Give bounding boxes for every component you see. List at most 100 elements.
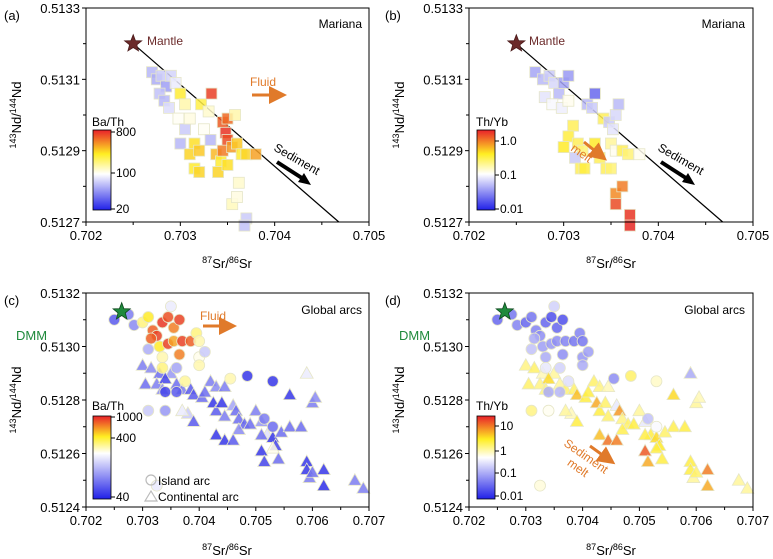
- data-point: [174, 137, 187, 150]
- data-point-island-arc: [258, 412, 271, 425]
- x-tick-label: 0.703: [126, 513, 159, 528]
- data-point: [212, 166, 224, 178]
- data-point-island-arc: [539, 361, 552, 374]
- x-axis-label: 87Sr/86Sr: [586, 255, 636, 271]
- annotation-fluid: Fluid: [250, 75, 276, 89]
- colorbar-tick: 400: [116, 431, 136, 445]
- colorbar: Ba/Th 800 100 20: [92, 115, 136, 216]
- data-point: [174, 87, 187, 100]
- data-point-continental-arc: [158, 371, 173, 385]
- data-point-continental-arc: [265, 440, 280, 454]
- data-point: [172, 112, 185, 125]
- data-point-island-arc: [542, 404, 555, 417]
- data-point-island-arc: [170, 386, 183, 398]
- y-tick-label: 0.5129: [40, 144, 80, 159]
- data-point: [567, 119, 580, 132]
- data-point-island-arc: [142, 404, 155, 417]
- data-point-island-arc: [542, 386, 555, 398]
- data-point-island-arc: [156, 361, 169, 374]
- y-axis-label: 143Nd/144Nd: [391, 367, 407, 434]
- data-point: [193, 144, 206, 157]
- data-point: [578, 162, 591, 175]
- axis-ticks: 0.702 0.703 0.704 0.705 0.5127 0.5129 0.5131 0.…: [423, 1, 769, 243]
- panel-label: (c): [4, 293, 19, 308]
- data-point-island-arc: [650, 420, 663, 433]
- data-point-continental-arc: [637, 443, 653, 457]
- colorbar-tick: 1: [500, 444, 507, 458]
- data-point: [232, 176, 245, 189]
- data-point-continental-arc: [683, 365, 698, 379]
- colorbar: Th/Yb 1.0 0.1 0.01: [476, 115, 524, 216]
- x-tick-label: 0.702: [453, 228, 486, 243]
- data-point-continental-arc: [135, 357, 150, 371]
- arrow-melt: [583, 140, 607, 161]
- y-tick-label: 0.5126: [40, 447, 80, 462]
- data-point-continental-arc: [654, 451, 670, 465]
- x-tick-label: 0.703: [164, 228, 197, 243]
- y-tick-label: 0.5130: [423, 340, 463, 355]
- data-point: [557, 141, 570, 154]
- arrow-sediment-head: [682, 173, 695, 185]
- data-point-island-arc: [582, 345, 595, 358]
- x-axis-label: 87Sr/86Sr: [202, 255, 252, 271]
- colorbar-tick: 100: [116, 166, 136, 180]
- colorbar-tick: 1000: [116, 410, 143, 424]
- colorbar-tick: 20: [116, 202, 130, 216]
- data-point-island-arc: [162, 311, 174, 323]
- data-point-continental-arc: [592, 403, 607, 417]
- data-point-continental-arc: [600, 408, 616, 422]
- data-point-continental-arc: [248, 403, 263, 417]
- panel-label: (b): [385, 8, 401, 23]
- x-tick-label: 0.704: [258, 228, 291, 243]
- x-axis-label: 87Sr/86Sr: [586, 542, 636, 558]
- endmember-label: Mantle: [147, 34, 183, 48]
- data-point-continental-arc: [299, 365, 314, 379]
- data-point-island-arc: [539, 351, 552, 364]
- colorbar-label: Th/Yb: [476, 399, 508, 413]
- x-tick-label: 0.707: [353, 513, 386, 528]
- colorbar-tick: 800: [116, 125, 136, 139]
- y-tick-label: 0.5127: [423, 215, 463, 230]
- panel-label: (d): [385, 293, 401, 308]
- colorbar-label: Th/Yb: [476, 115, 508, 129]
- colorbar: Th/Yb 10 1 0.1 0.01: [476, 399, 524, 503]
- data-point-continental-arc: [598, 395, 613, 409]
- x-axis-label: 87Sr/86Sr: [202, 542, 252, 558]
- data-point-continental-arc: [203, 373, 218, 387]
- data-point: [229, 109, 241, 121]
- data-point: [195, 98, 207, 111]
- data-point-continental-arc: [217, 408, 232, 422]
- data-point: [622, 148, 634, 161]
- data-point-continental-arc: [649, 440, 664, 454]
- data-point-continental-arc: [197, 384, 213, 398]
- endmember-star-icon: [123, 33, 143, 52]
- colorbar-tick: 0.01: [500, 489, 524, 503]
- data-point-continental-arc: [293, 419, 309, 433]
- data-point-continental-arc: [569, 414, 585, 427]
- y-axis-label: 143Nd/144Nd: [8, 367, 24, 434]
- data-point: [589, 87, 601, 100]
- annotation-sediment: Sediment: [272, 140, 323, 178]
- data-point-continental-arc: [186, 414, 201, 427]
- y-tick-label: 0.5132: [423, 286, 463, 301]
- panel-a: (a) 0.702 0.703 0.704 0.705 0.5127 0.5129 0.51…: [4, 1, 385, 271]
- data-point-continental-arc: [586, 373, 602, 387]
- endmember-label: Mantle: [529, 34, 565, 48]
- x-tick-label: 0.705: [240, 513, 273, 528]
- data-point-island-arc: [525, 404, 538, 417]
- data-point: [198, 123, 210, 136]
- x-tick-label: 0.706: [680, 513, 713, 528]
- arrow-sediment: [275, 160, 307, 182]
- data-point-continental-arc: [637, 427, 653, 441]
- data-point: [204, 134, 217, 146]
- x-tick-label: 0.704: [183, 513, 216, 528]
- data-point-island-arc: [198, 345, 211, 358]
- data-point-continental-arc: [518, 357, 533, 371]
- x-tick-label: 0.706: [296, 513, 329, 528]
- data-point-continental-arc: [521, 376, 536, 390]
- plot-frame: [468, 292, 754, 508]
- data-point-continental-arc: [592, 427, 607, 441]
- axis-ticks: 0.702 0.703 0.704 0.705 0.706 0.707 0.5124 0.51…: [423, 286, 769, 528]
- data-points: [123, 33, 340, 232]
